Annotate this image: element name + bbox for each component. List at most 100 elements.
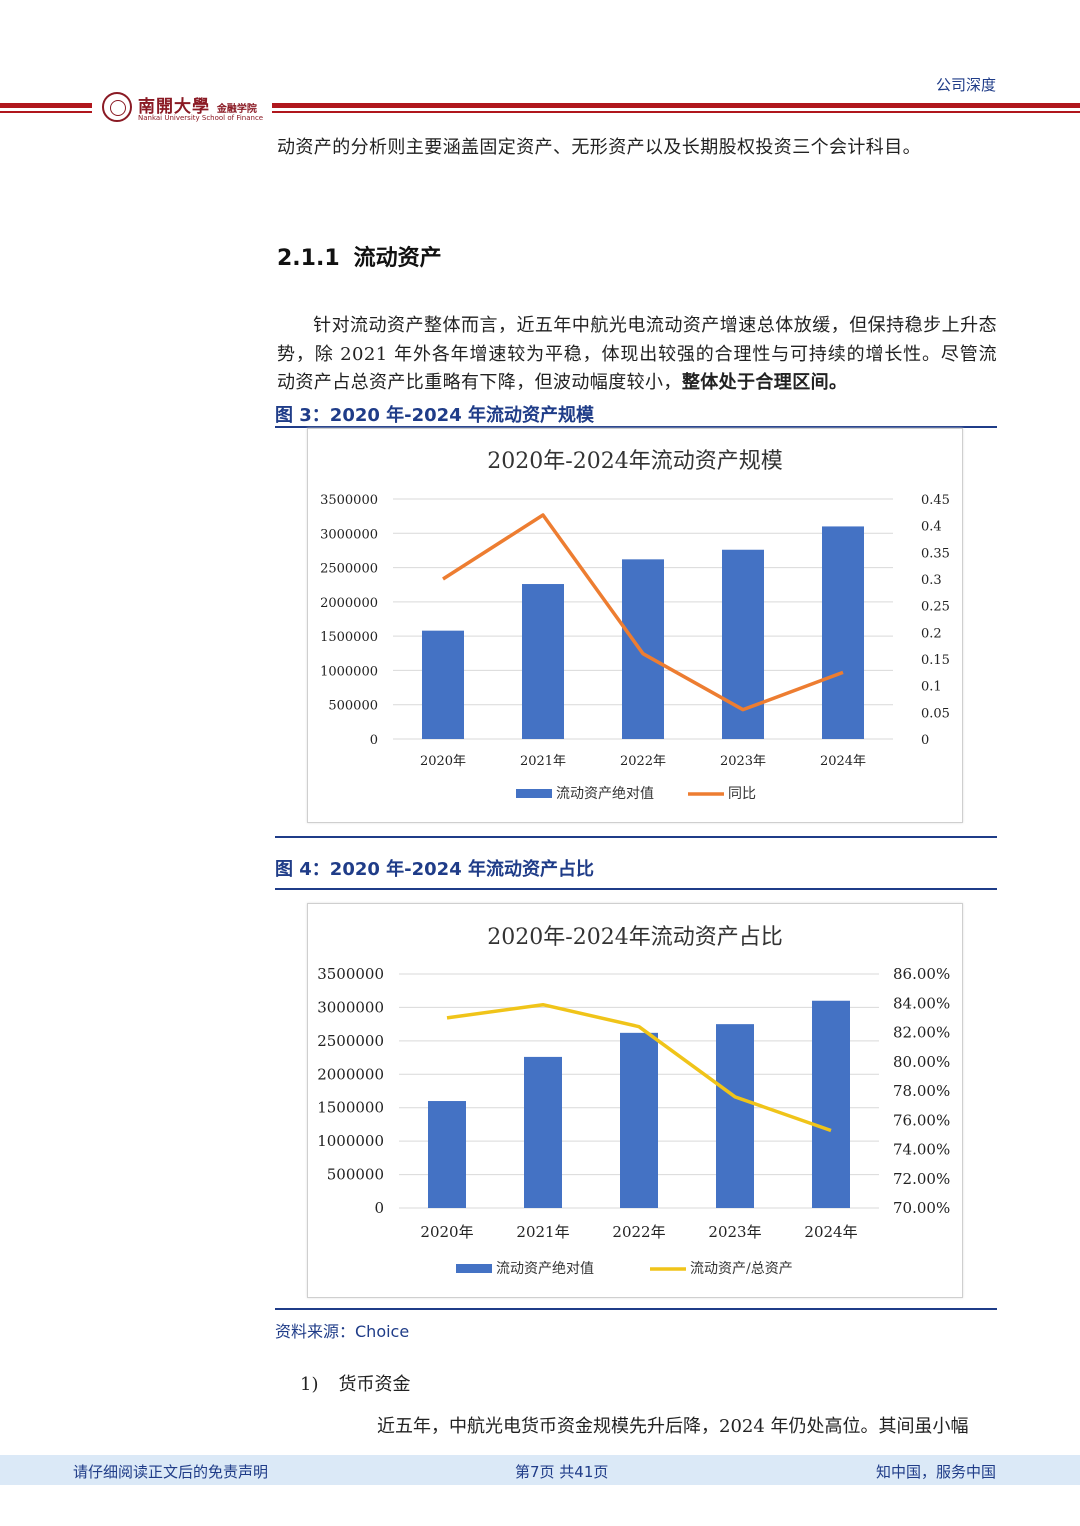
chart1-y2-tick: 0.45 bbox=[921, 493, 950, 508]
source-note: 资料来源：Choice bbox=[275, 1322, 410, 1341]
figure3-bottom-rule bbox=[275, 836, 997, 838]
chart2-y-tick: 3500000 bbox=[317, 965, 384, 983]
header-rule-left-thin bbox=[0, 111, 92, 113]
chart2-y2-tick: 82.00% bbox=[893, 1024, 950, 1042]
chart2-bar bbox=[428, 1101, 466, 1208]
list-item: 1) 货币资金 bbox=[300, 1370, 410, 1396]
chart1-y-tick: 3500000 bbox=[320, 493, 378, 508]
chart2-x-tick: 2022年 bbox=[612, 1223, 665, 1241]
figure3-title: 图 3：2020 年-2024 年流动资产规模 bbox=[275, 405, 594, 426]
chart1-bar bbox=[822, 526, 864, 739]
chart1-y2-tick: 0.1 bbox=[921, 680, 942, 695]
chart1-y-tick: 2500000 bbox=[320, 562, 378, 577]
chart1-bar bbox=[722, 549, 764, 739]
chart2-y-tick: 1000000 bbox=[317, 1132, 384, 1150]
chart1-legend-bar-swatch bbox=[516, 789, 552, 798]
chart1-title: 2020年-2024年流动资产规模 bbox=[487, 449, 782, 474]
university-logo: 南開大學 金融学院 Nankai University School of Fi… bbox=[102, 90, 267, 126]
chart1-x-tick: 2021年 bbox=[520, 754, 566, 769]
chart1-x-tick: 2022年 bbox=[620, 754, 666, 769]
chart1-x-tick: 2023年 bbox=[720, 754, 766, 769]
figure4-title: 图 4：2020 年-2024 年流动资产占比 bbox=[275, 859, 594, 880]
figure4-bottom-rule bbox=[275, 1308, 997, 1310]
chart1-y-tick: 500000 bbox=[328, 699, 378, 714]
header-rule-right bbox=[272, 103, 1080, 108]
chart2-y-tick: 2000000 bbox=[317, 1065, 384, 1083]
chart2-y-tick: 3000000 bbox=[317, 998, 384, 1016]
chart2-y-tick: 0 bbox=[374, 1199, 384, 1217]
chart1-y-tick: 1000000 bbox=[320, 664, 378, 679]
section-number: 2.1.1 bbox=[277, 246, 340, 271]
chart2-bar bbox=[716, 1024, 754, 1208]
chart1-bar bbox=[522, 584, 564, 739]
chart1-series-line bbox=[442, 513, 844, 712]
chart2-x-tick: 2024年 bbox=[804, 1223, 857, 1241]
figure4-top-rule bbox=[275, 888, 997, 890]
chart1-x-tick: 2024年 bbox=[820, 754, 866, 769]
header-rule-right-thin bbox=[272, 111, 1080, 113]
chart2-x-tick: 2023年 bbox=[708, 1223, 761, 1241]
chart2-legend-bar-label: 流动资产绝对值 bbox=[496, 1261, 594, 1277]
chart1-y2-tick: 0.4 bbox=[921, 520, 942, 535]
chart2-y-tick: 2500000 bbox=[317, 1032, 384, 1050]
footer-page-number: 第7页 共41页 bbox=[515, 1463, 609, 1481]
chart2-y2-tick: 72.00% bbox=[893, 1170, 950, 1188]
chart1-bar bbox=[622, 559, 664, 739]
paragraph-text: 针对流动资产整体而言，近五年中航光电流动资产增速总体放缓，但保持稳步上升态势，除… bbox=[277, 315, 997, 393]
paragraph-bold: 整体处于合理区间。 bbox=[681, 372, 848, 393]
chart1-y2-tick: 0.05 bbox=[921, 706, 950, 721]
chart1-y2-tick: 0.15 bbox=[921, 653, 950, 668]
logo-cn: 南開大學 bbox=[138, 97, 210, 117]
chart2-y2-tick: 86.00% bbox=[893, 965, 950, 983]
footer-slogan: 知中国，服务中国 bbox=[875, 1463, 996, 1481]
header-rule-left bbox=[0, 103, 92, 108]
chart2-y2-tick: 76.00% bbox=[893, 1111, 950, 1129]
chart1-y2-tick: 0.25 bbox=[921, 600, 950, 615]
chart1-y2-tick: 0.3 bbox=[921, 573, 942, 588]
chart2-y2-tick: 80.00% bbox=[893, 1053, 950, 1071]
chart1-y2-tick: 0 bbox=[921, 733, 929, 748]
chart1-x-tick: 2020年 bbox=[420, 754, 466, 769]
chart2-svg: 2020年-2024年流动资产占比 3500000 3000000 2500000 20… bbox=[317, 925, 950, 1277]
intro-line: 动资产的分析则主要涵盖固定资产、无形资产以及长期股权投资三个会计科目。 bbox=[277, 137, 921, 158]
chart1-y-tick: 2000000 bbox=[320, 596, 378, 611]
chart2-bar bbox=[524, 1056, 562, 1208]
chart1-y-tick: 3000000 bbox=[320, 527, 378, 542]
chart2-y-tick: 1500000 bbox=[317, 1099, 384, 1117]
chart2-legend-line-label: 流动资产/总资产 bbox=[690, 1261, 793, 1277]
bottom-paragraph: 近五年，中航光电货币资金规模先升后降，2024 年仍处高位。其间虽小幅 bbox=[377, 1416, 969, 1437]
chart-current-assets-scale: 2020年-2024年流动资产规模 3500000 3000000 2500000 20… bbox=[307, 428, 963, 823]
chart2-bar bbox=[812, 1000, 850, 1208]
chart1-y2-tick: 0.2 bbox=[921, 626, 942, 641]
list-item-number: 1) bbox=[300, 1374, 319, 1395]
body-paragraph: 针对流动资产整体而言，近五年中航光电流动资产增速总体放缓，但保持稳步上升态势，除… bbox=[277, 312, 997, 398]
chart1-legend-line-label: 同比 bbox=[728, 786, 756, 802]
section-heading: 2.1.1 流动资产 bbox=[277, 240, 442, 272]
figure3-top-rule bbox=[275, 426, 997, 428]
chart2-y2-tick: 70.00% bbox=[893, 1199, 950, 1217]
page-footer: 请仔细阅读正文后的免责声明 第7页 共41页 知中国，服务中国 bbox=[0, 1455, 1080, 1485]
chart2-title: 2020年-2024年流动资产占比 bbox=[487, 925, 782, 950]
chart2-x-tick: 2021年 bbox=[516, 1223, 569, 1241]
footer-disclaimer: 请仔细阅读正文后的免责声明 bbox=[73, 1463, 269, 1481]
chart1-y-tick: 0 bbox=[370, 733, 378, 748]
chart1-svg: 2020年-2024年流动资产规模 3500000 3000000 2500000 20… bbox=[320, 449, 950, 802]
chart2-legend-bar-swatch bbox=[456, 1264, 492, 1273]
logo-cn-sub: 金融学院 bbox=[216, 104, 257, 115]
chart2-series-line bbox=[446, 1002, 832, 1133]
chart2-y-tick: 500000 bbox=[327, 1166, 384, 1184]
chart1-legend-bar-label: 流动资产绝对值 bbox=[556, 786, 654, 802]
header-label: 公司深度 bbox=[935, 76, 996, 94]
list-item-text: 货币资金 bbox=[338, 1374, 411, 1395]
chart1-y2-tick: 0.35 bbox=[921, 546, 950, 561]
logo-en: Nankai University School of Finance bbox=[138, 114, 264, 122]
chart2-y2-tick: 74.00% bbox=[893, 1141, 950, 1159]
chart1-bar bbox=[422, 630, 464, 739]
chart-current-assets-ratio: 2020年-2024年流动资产占比 3500000 3000000 2500000 20… bbox=[307, 903, 963, 1298]
section-title: 流动资产 bbox=[353, 246, 442, 271]
chart2-bar bbox=[620, 1032, 658, 1208]
chart2-x-tick: 2020年 bbox=[420, 1223, 473, 1241]
chart2-y2-tick: 78.00% bbox=[893, 1082, 950, 1100]
chart1-y-tick: 1500000 bbox=[320, 630, 378, 645]
university-seal-icon bbox=[102, 92, 132, 122]
